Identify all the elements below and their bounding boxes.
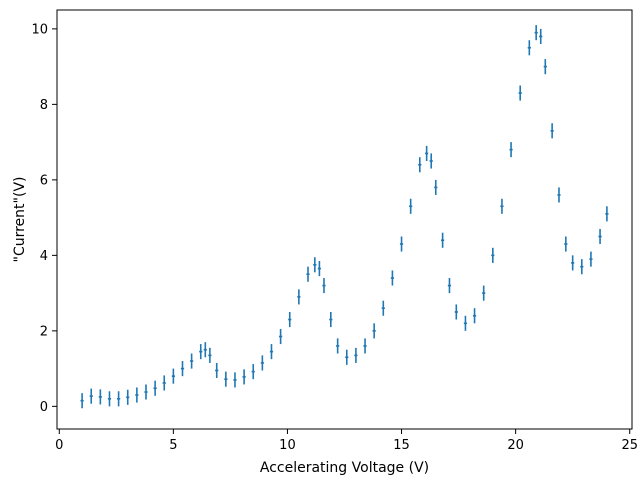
data-point — [557, 187, 561, 203]
x-tick-label: 10 — [279, 438, 296, 453]
data-point — [409, 198, 413, 214]
data-point — [425, 145, 429, 161]
data-point — [539, 28, 543, 44]
data-point — [534, 25, 538, 41]
data-point — [251, 364, 255, 380]
data-point — [500, 198, 504, 214]
data-point — [345, 349, 349, 365]
data-point — [482, 285, 486, 301]
data-point — [144, 384, 148, 400]
data-point — [117, 391, 121, 407]
data-point — [429, 153, 433, 169]
data-point — [372, 323, 376, 339]
data-point — [313, 257, 317, 273]
x-tick-label: 20 — [507, 438, 524, 453]
data-point — [260, 355, 264, 371]
y-tick-label: 0 — [40, 400, 48, 415]
data-point — [135, 387, 139, 403]
data-point — [418, 157, 422, 173]
data-point — [518, 85, 522, 101]
x-tick-label: 25 — [621, 438, 638, 453]
data-point — [399, 236, 404, 252]
data-point — [203, 342, 207, 358]
data-point — [390, 270, 395, 286]
x-axis-label: Accelerating Voltage (V) — [260, 460, 429, 476]
data-point — [363, 338, 367, 354]
data-point — [80, 393, 84, 409]
data-point — [527, 40, 531, 56]
data-point — [509, 142, 513, 158]
data-point — [589, 251, 593, 267]
data-point — [89, 388, 93, 404]
data-point — [269, 344, 274, 360]
x-tick-label: 0 — [55, 438, 63, 453]
data-point — [153, 380, 157, 396]
data-point — [550, 123, 554, 139]
y-tick-label: 6 — [40, 173, 48, 188]
data-point — [279, 328, 283, 345]
data-point — [543, 59, 547, 75]
data-point — [224, 371, 228, 387]
y-tick-label: 8 — [40, 98, 48, 113]
data-point — [233, 372, 237, 388]
y-tick-label: 10 — [31, 22, 48, 37]
data-point — [215, 362, 219, 379]
plot-frame — [56, 9, 633, 430]
data-point — [472, 308, 477, 324]
data-point — [297, 289, 301, 305]
data-point — [199, 344, 203, 360]
data-point — [288, 311, 292, 328]
data-point — [322, 278, 326, 294]
data-point — [564, 236, 568, 252]
data-point — [491, 247, 495, 263]
data-point — [605, 206, 609, 222]
data-point — [107, 391, 112, 407]
data-point — [306, 266, 310, 282]
data-point — [441, 232, 445, 248]
data-point — [571, 255, 575, 271]
data-point — [180, 361, 185, 377]
data-point — [171, 368, 175, 384]
data-point — [242, 369, 246, 385]
data-point — [463, 315, 468, 331]
data-point — [336, 338, 340, 354]
data-point — [454, 304, 458, 320]
data-point — [162, 375, 166, 391]
x-tick-label: 15 — [393, 438, 410, 453]
plot-area — [57, 10, 632, 429]
data-point — [98, 389, 102, 405]
data-point — [598, 228, 602, 245]
data-point — [580, 259, 584, 275]
data-point — [190, 353, 194, 369]
data-point — [317, 261, 322, 277]
data-point — [354, 347, 358, 363]
data-point — [329, 311, 333, 328]
x-tick-label: 5 — [169, 438, 177, 453]
data-point — [208, 347, 212, 363]
y-tick-label: 4 — [40, 249, 48, 264]
y-tick-label: 2 — [40, 324, 48, 339]
data-point — [434, 179, 438, 195]
data-point — [447, 278, 452, 294]
y-axis-label: "Current"(V) — [12, 177, 28, 263]
data-point — [126, 389, 130, 405]
data-point — [381, 300, 385, 316]
